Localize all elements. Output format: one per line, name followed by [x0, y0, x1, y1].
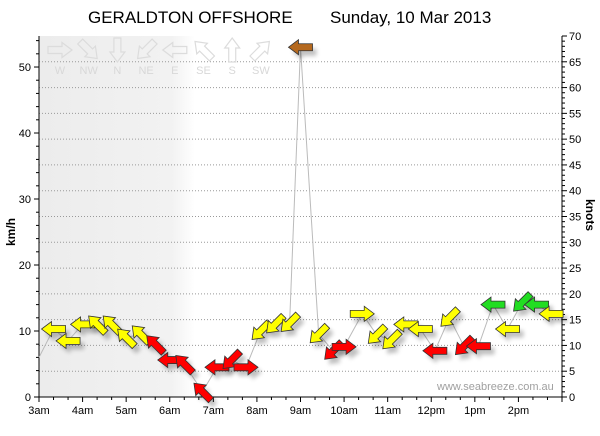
legend-arrow-w-icon: [47, 41, 73, 59]
wind-arrow-se-icon: [175, 355, 196, 376]
wind-arrow-ne-icon: [266, 312, 287, 334]
arrow-shadow: [314, 328, 334, 348]
wind-arrow-w-icon: [233, 359, 259, 376]
wind-arrow-ne-icon: [454, 334, 476, 356]
arrow-shape: [161, 41, 188, 59]
y-tick-label: 30: [19, 194, 31, 206]
wind-arrow-se-icon: [146, 335, 167, 356]
wind-arrow-e-icon: [55, 332, 81, 350]
y2-tick-label: 60: [569, 83, 581, 95]
legend-arrow-sw-icon: [249, 40, 271, 62]
wind-arrow-w-icon: [349, 305, 375, 323]
y-axis-title: km/h: [4, 218, 18, 246]
wind-arrow-ne-icon: [382, 328, 403, 350]
x-tick-label: 3am: [28, 405, 49, 417]
x-tick-label: 5am: [115, 405, 136, 417]
y2-tick-label: 45: [569, 160, 581, 172]
x-tick-label: 11am: [374, 405, 401, 417]
y2-tick-label: 10: [569, 340, 581, 352]
legend-label: SW: [252, 65, 270, 77]
legend-label: SE: [196, 65, 211, 77]
legend-label: S: [229, 65, 236, 77]
x-tick-label: 2pm: [508, 405, 529, 417]
legend-label: N: [113, 65, 121, 77]
y2-tick-label: 70: [569, 31, 581, 43]
y2-tick-label: 0: [569, 392, 575, 404]
legend-label: NW: [80, 65, 99, 77]
y-tick-label: 0: [25, 392, 31, 404]
arrow-shape: [108, 37, 127, 63]
wind-arrow-ne-icon: [367, 323, 389, 344]
wind-arrow-e-icon: [393, 316, 419, 333]
y2-tick-label: 15: [569, 315, 581, 327]
direction-legend: W NW N NE E SE S SW: [47, 37, 271, 77]
wind-arrow-e-icon: [407, 320, 433, 338]
wind-arrow-ne-icon: [222, 348, 244, 369]
legend-arrow-s-icon: [223, 37, 241, 63]
wind-arrow-se-icon: [193, 382, 214, 404]
arrow-shape: [223, 37, 241, 63]
arrow-shape: [47, 41, 73, 59]
x-tick-label: 1pm: [464, 405, 485, 417]
legend-arrow-se-icon: [194, 40, 216, 62]
arrow-shadow: [386, 334, 407, 354]
y2-tick-label: 40: [569, 186, 581, 198]
arrow-shadow: [372, 329, 392, 349]
wind-arrows: [40, 38, 568, 408]
wind-arrow-e-icon: [480, 296, 506, 313]
wind-arrow-e-icon: [287, 38, 313, 56]
wind-arrow-e-icon: [523, 296, 549, 313]
x-tick-label: 12pm: [417, 405, 445, 417]
y2-tick-label: 55: [569, 108, 581, 120]
y2-tick-label: 65: [569, 57, 581, 69]
y-tick-label: 40: [19, 128, 31, 140]
y2-tick-label: 20: [569, 289, 581, 301]
legend-arrow-ne-icon: [136, 38, 158, 60]
legend-arrow-n-icon: [108, 37, 127, 63]
chart-title-location: GERALDTON OFFSHORE: [88, 8, 293, 27]
wind-arrow-e-icon: [422, 342, 448, 360]
legend-arrow-nw-icon: [76, 38, 98, 60]
y2-tick-label: 5: [569, 366, 575, 378]
legend-label: NE: [138, 65, 153, 77]
x-tick-label: 8am: [246, 405, 267, 417]
watermark: www.seabreeze.com.au: [436, 381, 554, 393]
wind-arrow-ne-icon: [280, 311, 302, 333]
x-tick-label: 9am: [290, 405, 311, 417]
wind-arrow-e-icon: [40, 320, 66, 338]
y2-tick-label: 35: [569, 212, 581, 224]
x-tick-label: 10am: [330, 405, 358, 417]
y2-axis-title: knots: [583, 199, 597, 231]
y2-tick-label: 25: [569, 263, 581, 275]
arrow-shape: [136, 38, 158, 60]
y2-tick-label: 30: [569, 237, 581, 249]
arrow-shadow: [285, 317, 305, 337]
wind-arrow-e-icon: [494, 320, 520, 338]
legend-label: W: [55, 65, 66, 77]
y-tick-label: 10: [19, 326, 31, 338]
legend-label: E: [171, 65, 178, 77]
y2-tick-label: 50: [569, 134, 581, 146]
arrow-shape: [194, 40, 216, 62]
arrow-shape: [76, 38, 98, 60]
wind-arrow-se-icon: [117, 328, 138, 350]
legend-arrow-e-icon: [161, 41, 188, 59]
x-tick-label: 7am: [203, 405, 224, 417]
y-tick-label: 50: [19, 62, 31, 74]
wind-arrow-w-icon: [331, 338, 357, 356]
x-tick-label: 6am: [159, 405, 180, 417]
chart-title-date: Sunday, 10 Mar 2013: [330, 8, 491, 27]
wind-arrow-se-icon: [88, 315, 109, 336]
wind-arrow-ne-icon: [513, 291, 534, 312]
wind-arrow-e-icon: [538, 305, 564, 323]
wind-arrow-e-icon: [465, 337, 491, 355]
wind-arrow-ne-icon: [440, 306, 461, 327]
arrow-shadow: [444, 311, 465, 332]
x-tick-label: 4am: [72, 405, 93, 417]
wind-arrow-ne-icon: [251, 319, 273, 340]
wind-arrow-ne-icon: [309, 322, 331, 344]
y-tick-label: 20: [19, 260, 31, 272]
arrow-shape: [249, 40, 271, 62]
